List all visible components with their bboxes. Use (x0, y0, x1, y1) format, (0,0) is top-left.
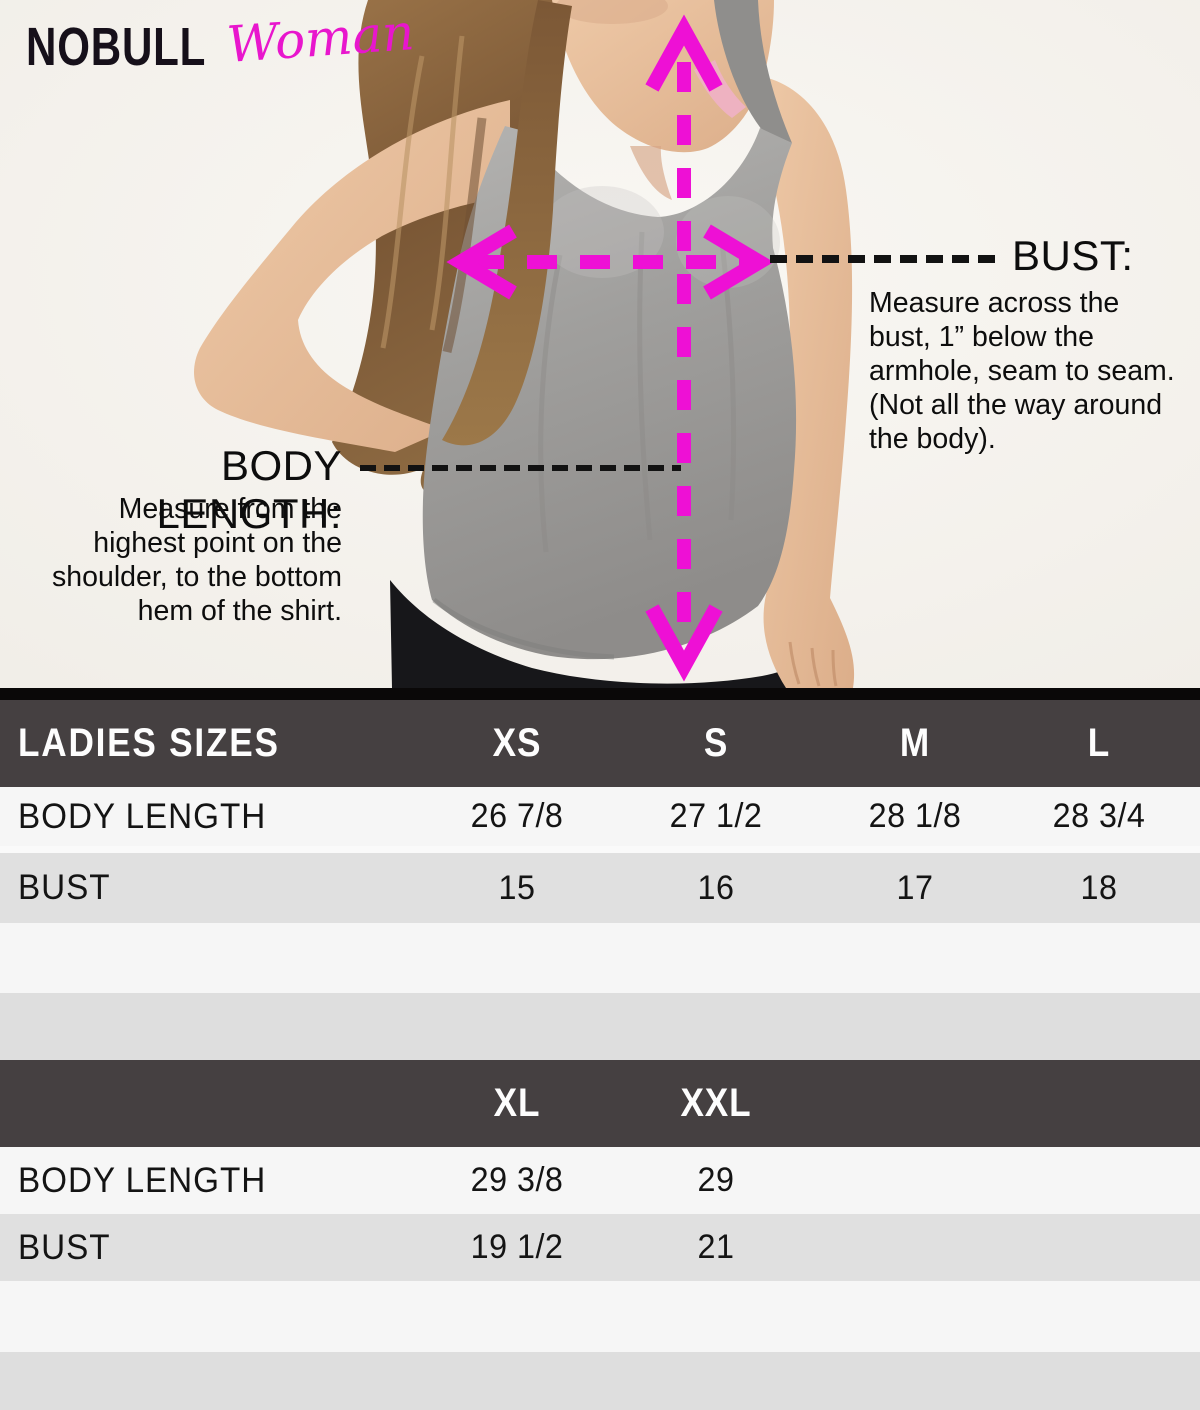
brand-name: NOBULL (26, 17, 207, 77)
table-row-bust-xl: BUST 19 1/2 21 (0, 1214, 1200, 1281)
bust-arrow-icon (446, 224, 774, 300)
body-length-callout-label: BODY LENGTH: (156, 442, 342, 537)
row-divider (0, 846, 1200, 853)
table-cell: 21 (697, 1228, 735, 1266)
table-row-body-length-xl: BODY LENGTH 29 3/8 29 (0, 1147, 1200, 1214)
empty-row-light (0, 1281, 1200, 1352)
model-photo-illustration (0, 0, 1200, 688)
bust-callout-label: BUST: (1012, 232, 1134, 279)
empty-row-gray (0, 1352, 1200, 1410)
table-cell: 27 1/2 (669, 797, 763, 835)
table-cell: 29 (697, 1161, 735, 1199)
column-header-xxl: XXL (680, 1081, 752, 1125)
column-header-xs: XS (492, 721, 542, 765)
row-label: BODY LENGTH (18, 796, 267, 836)
model-photo-section: NOBULL Woman BUST: Measure across the bu… (0, 0, 1200, 688)
table-cell: 19 1/2 (470, 1228, 564, 1266)
row-label: BODY LENGTH (18, 1160, 267, 1200)
empty-row-gray (0, 993, 1200, 1060)
table-row-body-length: BODY LENGTH 26 7/8 27 1/2 28 1/8 28 3/4 (0, 787, 1200, 846)
hair-front (380, 0, 572, 446)
column-header-xl: XL (493, 1081, 541, 1125)
table-cell: 29 3/8 (470, 1161, 564, 1199)
column-header-m: M (899, 721, 931, 765)
brand-logo: NOBULL Woman (26, 3, 417, 77)
empty-row-light (0, 923, 1200, 993)
table-cell: 15 (498, 868, 536, 907)
body-length-callout-description: Measure from the highest point on the sh… (52, 493, 342, 627)
body-length-arrow-icon (645, 14, 723, 682)
table-cell: 28 1/8 (868, 797, 962, 835)
divider-strip (0, 688, 1200, 700)
column-header-l: L (1087, 721, 1111, 765)
table-cell: 28 3/4 (1052, 797, 1146, 835)
row-label: BUST (18, 1227, 111, 1267)
bust-callout-description: Measure across the bust, 1” below the ar… (869, 287, 1175, 455)
column-header-s: S (703, 721, 729, 765)
table-cell: 18 (1080, 868, 1118, 907)
row-label: BUST (18, 868, 111, 907)
xl-sizes-header-row: XL XXL (0, 1060, 1200, 1147)
table-cell: 26 7/8 (470, 797, 564, 835)
ladies-sizes-header-row: LADIES SIZES XS S M L (0, 700, 1200, 787)
left-arm (194, 100, 510, 452)
table-cell: 16 (697, 868, 735, 907)
table-row-bust: BUST 15 16 17 18 (0, 853, 1200, 923)
brand-collection-name: Woman (224, 3, 417, 74)
table-cell: 17 (896, 868, 934, 907)
table-title: LADIES SIZES (18, 721, 280, 765)
leggings (390, 580, 824, 688)
